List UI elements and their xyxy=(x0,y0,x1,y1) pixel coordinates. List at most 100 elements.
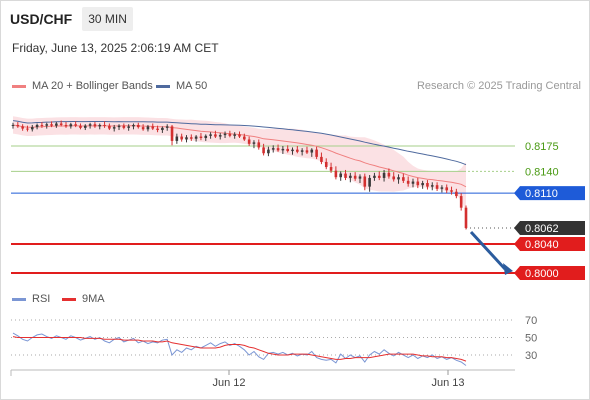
candle-body xyxy=(93,124,97,127)
candle-body xyxy=(26,128,29,130)
level-label-0.8062: 0.8062 xyxy=(525,223,559,235)
level-tag-0.8000 xyxy=(514,266,585,280)
candle-body xyxy=(440,187,444,189)
legend-ma20: MA 20 + Bollinger Bands xyxy=(12,80,153,92)
candle-body xyxy=(83,125,87,128)
candle-body xyxy=(218,135,222,137)
candle-body xyxy=(349,175,352,178)
candle-body xyxy=(88,124,92,126)
candle-body xyxy=(223,133,227,136)
candle-body xyxy=(35,124,39,128)
forecast-arrow-head xyxy=(503,263,513,275)
candle-body xyxy=(228,133,232,136)
candle-body xyxy=(464,207,468,229)
timeframe-button[interactable]: 30 MIN xyxy=(82,7,133,31)
timestamp: Friday, June 13, 2025 2:06:19 AM CET xyxy=(12,41,219,55)
rsi-tick-70: 70 xyxy=(525,315,537,327)
candle-body xyxy=(296,149,299,152)
legend-ma50: MA 50 xyxy=(156,80,207,92)
candle-body xyxy=(185,137,188,140)
ma9-label: 9MA xyxy=(82,293,105,305)
rsi-series-9MA xyxy=(12,336,467,362)
candle-body xyxy=(165,126,169,128)
candle-body xyxy=(315,149,318,157)
candle-body xyxy=(334,170,338,178)
rsi-tick-50: 50 xyxy=(525,333,537,345)
level-label-0.8000: 0.8000 xyxy=(525,268,559,280)
candle-body xyxy=(233,134,236,136)
legend-rsi: RSI xyxy=(12,293,50,305)
candle-body xyxy=(108,125,111,129)
candle-body xyxy=(122,125,126,128)
candle-body xyxy=(305,150,309,153)
level-label-0.8175: 0.8175 xyxy=(525,141,559,153)
candle-body xyxy=(300,150,304,152)
candle-body xyxy=(358,176,362,179)
candle-body xyxy=(21,126,24,129)
candle-body xyxy=(50,124,53,126)
candle-body xyxy=(127,126,130,128)
candle-body xyxy=(151,126,155,129)
candle-body xyxy=(156,128,159,131)
candle-body xyxy=(320,156,323,162)
candle-body xyxy=(426,183,429,187)
candle-body xyxy=(132,124,135,127)
candle-body xyxy=(55,123,58,126)
ma50-line xyxy=(12,120,467,166)
ma9-swatch xyxy=(62,297,76,301)
level-tag-0.8110 xyxy=(514,186,585,201)
candle-body xyxy=(267,149,270,154)
candle-body xyxy=(180,136,183,140)
candle-body xyxy=(430,185,434,187)
rsi-tick-30: 30 xyxy=(525,350,537,362)
candle-body xyxy=(387,172,391,177)
candle-body xyxy=(329,167,333,171)
ma50-label: MA 50 xyxy=(176,80,208,92)
candle-body xyxy=(353,175,357,179)
candle-body xyxy=(59,123,63,125)
candle-body xyxy=(136,124,140,128)
candle-body xyxy=(69,124,73,127)
candle-body xyxy=(170,126,174,141)
candle-body xyxy=(411,181,415,184)
candle-body xyxy=(204,135,208,139)
candle-body xyxy=(363,176,367,187)
level-label-0.8040: 0.8040 xyxy=(525,239,559,251)
ma20-swatch xyxy=(12,84,26,88)
candle-body xyxy=(271,148,275,150)
ma50-swatch xyxy=(156,84,170,88)
ma20-label: MA 20 + Bollinger Bands xyxy=(32,80,153,92)
candle-body xyxy=(459,196,463,208)
candle-body xyxy=(406,180,410,184)
candle-body xyxy=(98,124,102,127)
candle-body xyxy=(238,134,241,137)
candle-body xyxy=(455,191,458,197)
candle-body xyxy=(382,172,386,178)
candle-body xyxy=(74,124,77,126)
candle-body xyxy=(286,148,289,152)
candle-body xyxy=(16,124,20,127)
candle-body xyxy=(146,126,150,130)
candle-body xyxy=(324,161,328,168)
candle-body xyxy=(117,125,121,128)
x-tick-label: Jun 12 xyxy=(212,377,245,389)
candle-body xyxy=(373,175,376,178)
rsi-label: RSI xyxy=(32,293,51,305)
candle-body xyxy=(40,124,44,126)
candle-body xyxy=(421,183,424,186)
candle-body xyxy=(392,176,396,180)
candle-body xyxy=(209,134,212,136)
candle-body xyxy=(257,142,261,148)
rsi-swatch xyxy=(12,297,26,301)
candle-body xyxy=(103,124,106,126)
candle-body xyxy=(435,185,439,189)
candle-body xyxy=(175,136,179,141)
candle-body xyxy=(247,139,251,144)
candle-body xyxy=(450,190,453,192)
candle-body xyxy=(141,127,145,130)
x-tick-label: Jun 13 xyxy=(431,377,464,389)
candle-body xyxy=(11,124,15,126)
bollinger-band xyxy=(13,116,466,212)
candle-body xyxy=(445,187,449,191)
candle-body xyxy=(64,124,68,127)
